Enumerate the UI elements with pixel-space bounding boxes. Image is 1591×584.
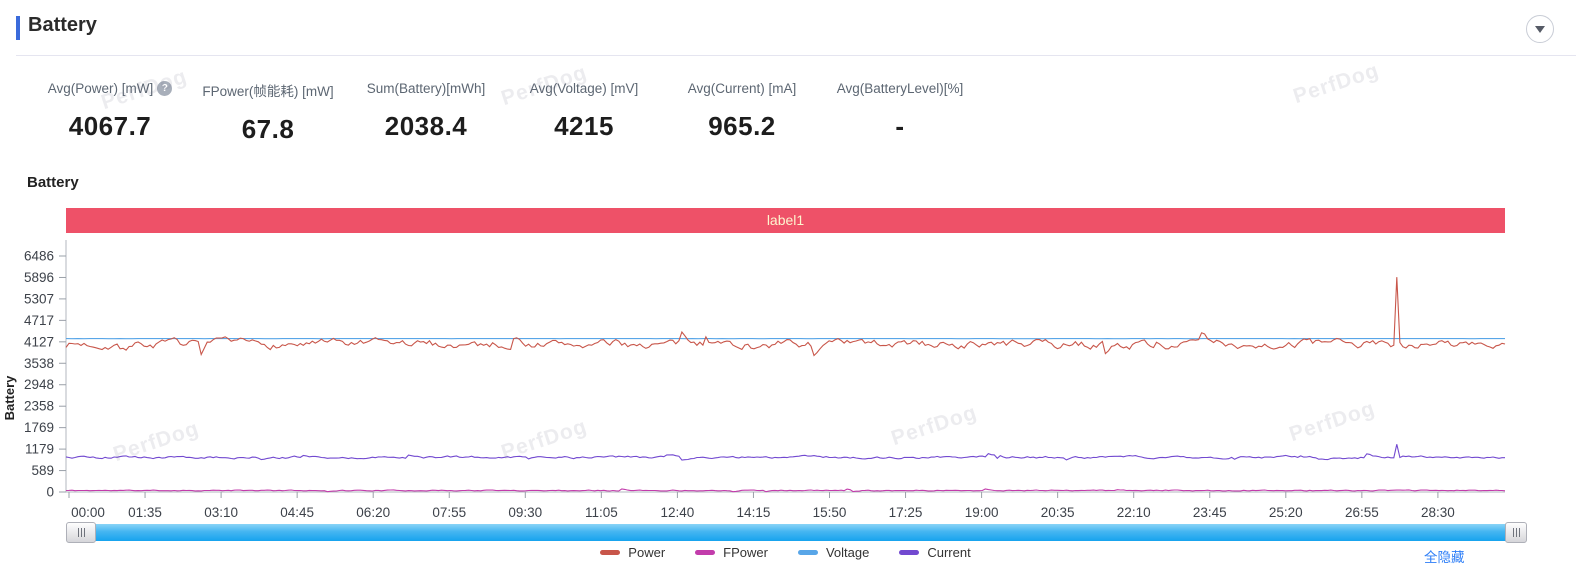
stat-block: Avg(BatteryLevel)[%] - (821, 80, 979, 145)
stat-label-text: Avg(Voltage) [mV] (529, 81, 639, 96)
power-series-line (65, 277, 1506, 357)
x-tick-label: 15:50 (813, 505, 847, 520)
stats-row: Avg(Power) [mW]? 4067.7 FPower(帧能耗) [mW] 67… (31, 80, 979, 145)
y-axis-title: Battery (2, 375, 17, 421)
x-tick-label: 23:45 (1193, 505, 1227, 520)
stat-value: 2038.4 (384, 111, 468, 141)
stat-block: Avg(Voltage) [mV] 4215 (505, 80, 663, 145)
stat-block: Sum(Battery)[mWh] 2038.4 (347, 80, 505, 145)
chart-legend: Power FPower Voltage Current (66, 545, 1505, 560)
stat-label-text: Avg(Current) [mA] (687, 81, 797, 96)
stat-value: 965.2 (708, 111, 776, 141)
y-tick-label: 589 (31, 463, 54, 478)
stat-label: Avg(BatteryLevel)[%] (837, 81, 964, 96)
x-tick-label: 20:35 (1041, 505, 1075, 520)
stat-label: Avg(Power) [mW]? (48, 81, 173, 96)
y-tick-label: 1769 (24, 420, 54, 435)
legend-item-power[interactable]: Power (600, 545, 665, 560)
stat-label: Avg(Voltage) [mV] (530, 81, 639, 96)
x-tick-label: 22:10 (1117, 505, 1151, 520)
x-tick-label: 17:25 (889, 505, 923, 520)
perfdog-watermark: PerfDog (1290, 58, 1382, 109)
y-tick-label: 0 (46, 485, 54, 500)
stat-value: 4067.7 (68, 111, 152, 141)
stat-label-text: Sum(Battery)[mWh] (366, 81, 486, 96)
battery-chart[interactable]: 0 589 1179 1769 2358 2948 3538 4127 4717 5307 5896… (0, 233, 1591, 525)
x-tick-label: 14:15 (737, 505, 771, 520)
x-tick-label: 12:40 (661, 505, 695, 520)
grip-icon (1515, 528, 1517, 537)
x-tick-label: 06:20 (356, 505, 390, 520)
legend-label: Current (927, 545, 971, 560)
grip-icon (1512, 528, 1514, 537)
chart-section-title: Battery (27, 174, 79, 191)
x-tick-label: 07:55 (432, 505, 466, 520)
scrollbar-left-handle[interactable] (66, 522, 96, 543)
label-banner[interactable]: label1 (66, 208, 1505, 233)
x-tick-label: 09:30 (508, 505, 542, 520)
chevron-down-icon (1535, 25, 1545, 33)
legend-label: Power (628, 545, 666, 560)
y-tick-label: 2948 (24, 377, 54, 392)
label-banner-text: label1 (766, 212, 805, 228)
y-tick-label: 3538 (24, 356, 54, 371)
legend-item-current[interactable]: Current (899, 545, 971, 560)
grip-icon (77, 528, 79, 537)
stat-label: Sum(Battery)[mWh] (367, 81, 486, 96)
chart-range-scrollbar (66, 522, 1527, 543)
current-series-line (65, 444, 1505, 461)
x-tick-label: 25:20 (1269, 505, 1303, 520)
y-tick-label: 5307 (24, 291, 54, 306)
stat-label: FPower(帧能耗) [mW] (202, 80, 333, 100)
x-tick-label: 04:45 (280, 505, 314, 520)
section-accent-bar (16, 16, 20, 40)
stat-label-text: Avg(Power) [mW] (47, 81, 154, 96)
help-icon[interactable]: ? (157, 81, 173, 96)
y-tick-label: 4717 (24, 313, 54, 328)
collapse-panel-button[interactable] (1526, 15, 1554, 43)
y-tick-label: 4127 (24, 334, 54, 349)
fpower-series-line (65, 488, 1506, 493)
x-tick-label: 19:00 (965, 505, 999, 520)
legend-swatch (695, 550, 716, 555)
stat-label-text: FPower(帧能耗) [mW] (202, 84, 334, 99)
grip-icon (80, 528, 82, 537)
x-tick-label: 01:35 (128, 505, 162, 520)
legend-swatch (797, 550, 818, 555)
stat-block: Avg(Power) [mW]? 4067.7 (31, 80, 189, 145)
y-tick-label: 1179 (25, 442, 54, 457)
legend-label: Voltage (825, 545, 870, 560)
x-tick-label: 26:55 (1345, 505, 1379, 520)
legend-label: FPower (723, 545, 768, 560)
stat-block: FPower(帧能耗) [mW] 67.8 (189, 80, 347, 145)
stat-value: 4215 (554, 111, 614, 141)
stat-value: - (895, 111, 905, 141)
legend-swatch (899, 550, 920, 555)
x-tick-label: 28:30 (1421, 505, 1455, 520)
y-tick-label: 5896 (24, 270, 54, 285)
scrollbar-track[interactable] (81, 524, 1516, 541)
stat-block: Avg(Current) [mA] 965.2 (663, 80, 821, 145)
page-title: Battery (28, 14, 97, 36)
stat-label-text: Avg(BatteryLevel)[%] (836, 81, 964, 96)
x-tick-label: 00:00 (71, 505, 105, 520)
y-tick-label: 2358 (24, 399, 54, 414)
grip-icon (83, 528, 85, 537)
header-divider (16, 55, 1576, 56)
x-tick-label: 11:05 (585, 505, 618, 520)
legend-item-voltage[interactable]: Voltage (797, 545, 870, 560)
legend-item-fpower[interactable]: FPower (695, 545, 768, 560)
stat-label: Avg(Current) [mA] (688, 81, 797, 96)
legend-swatch (600, 550, 621, 555)
hide-all-link[interactable]: 全隐藏 (1424, 550, 1465, 565)
grip-icon (1518, 528, 1520, 537)
stat-value: 67.8 (241, 114, 295, 144)
scrollbar-right-handle[interactable] (1505, 522, 1527, 543)
x-tick-label: 03:10 (204, 505, 238, 520)
y-tick-label: 6486 (24, 249, 54, 264)
